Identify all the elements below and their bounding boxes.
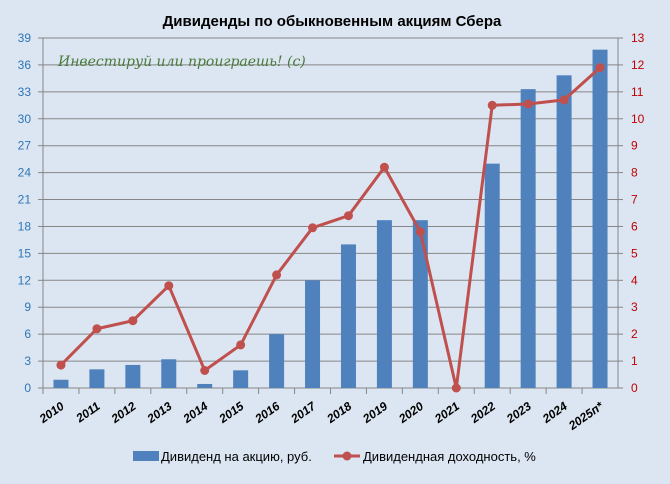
left-tick-label: 21 xyxy=(18,193,32,207)
yield-point xyxy=(200,366,210,375)
yield-point xyxy=(128,316,138,326)
right-tick-label: 5 xyxy=(631,246,638,260)
legend-line-label: Дивидендная доходность, % xyxy=(363,449,536,464)
legend: Дивиденд на акцию, руб. Дивидендная дохо… xyxy=(133,449,536,464)
yield-point xyxy=(379,162,389,172)
x-tick-label: 2022 xyxy=(467,399,498,427)
left-tick-label: 3 xyxy=(24,354,31,368)
right-tick-label: 11 xyxy=(631,85,644,99)
bar xyxy=(340,244,356,388)
bar xyxy=(592,49,608,389)
right-tick-label: 7 xyxy=(631,193,638,207)
left-tick-label: 9 xyxy=(24,300,31,314)
x-tick-label: 2020 xyxy=(395,399,426,427)
yield-point xyxy=(56,360,66,370)
yield-point xyxy=(451,383,461,393)
left-tick-label: 36 xyxy=(18,58,32,72)
right-tick-label: 6 xyxy=(631,219,638,233)
x-tick-label: 2016 xyxy=(252,399,283,427)
yield-point xyxy=(272,270,282,280)
yield-point xyxy=(595,63,605,73)
yield-point xyxy=(487,100,497,110)
bar xyxy=(89,369,105,388)
right-tick-label: 4 xyxy=(631,273,638,287)
bar xyxy=(484,163,500,388)
bar xyxy=(197,383,213,388)
left-tick-label: 39 xyxy=(18,31,32,45)
x-tick-label: 2021 xyxy=(431,399,462,427)
yield-point xyxy=(164,281,174,291)
x-tick-label: 2023 xyxy=(503,399,534,427)
bar xyxy=(376,220,392,388)
right-tick-label: 3 xyxy=(631,300,638,314)
right-tick-label: 12 xyxy=(631,58,645,72)
bar xyxy=(125,364,141,388)
right-tick-label: 9 xyxy=(631,139,638,153)
x-tick-label: 2017 xyxy=(288,398,320,426)
left-tick-label: 24 xyxy=(18,166,32,180)
yield-point xyxy=(523,99,533,109)
bar xyxy=(556,75,572,388)
yield-point xyxy=(92,324,102,334)
x-tick-label: 2011 xyxy=(73,399,103,426)
yield-point xyxy=(415,227,425,237)
left-tick-label: 18 xyxy=(18,219,32,233)
x-tick-label: 2015 xyxy=(216,399,247,427)
yield-line xyxy=(59,66,602,390)
x-tick-label: 2012 xyxy=(108,399,139,427)
left-tick-label: 6 xyxy=(24,327,31,341)
yield-point xyxy=(308,223,318,233)
left-tick-label: 27 xyxy=(18,139,32,153)
bar xyxy=(305,280,321,388)
bar xyxy=(53,379,69,388)
left-tick-label: 0 xyxy=(24,381,31,395)
x-tick-label: 2018 xyxy=(323,399,354,427)
left-tick-label: 33 xyxy=(18,85,32,99)
right-tick-label: 10 xyxy=(631,112,645,126)
left-tick-label: 30 xyxy=(18,112,32,126)
left-tick-label: 12 xyxy=(18,273,32,287)
x-tick-label: 2025п* xyxy=(565,398,607,433)
chart-title: Дивиденды по обыкновенным акциям Сбера xyxy=(163,13,502,30)
handwritten-annotation: Инвестируй или проиграешь! (c) xyxy=(57,54,306,70)
legend-line-marker xyxy=(342,451,352,461)
right-tick-label: 13 xyxy=(631,31,645,45)
x-tick-label: 2010 xyxy=(36,399,67,427)
x-tick-label: 2013 xyxy=(144,399,175,427)
bar xyxy=(412,220,428,388)
legend-bar-swatch xyxy=(133,451,159,461)
x-tick-label: 2019 xyxy=(359,399,390,427)
yield-point xyxy=(559,95,569,105)
bar xyxy=(269,334,285,388)
right-tick-label: 0 xyxy=(631,381,638,395)
left-tick-label: 15 xyxy=(18,246,32,260)
yield-point xyxy=(343,211,353,221)
right-tick-label: 2 xyxy=(631,327,638,341)
x-tick-label: 2014 xyxy=(180,399,211,427)
right-tick-label: 1 xyxy=(631,354,638,368)
bar xyxy=(233,370,249,388)
legend-bar-label: Дивиденд на акцию, руб. xyxy=(161,449,312,464)
right-tick-label: 8 xyxy=(631,166,638,180)
x-tick-label: 2024 xyxy=(539,399,570,427)
bar xyxy=(161,359,177,388)
yield-point xyxy=(236,340,246,350)
bar xyxy=(520,89,536,389)
